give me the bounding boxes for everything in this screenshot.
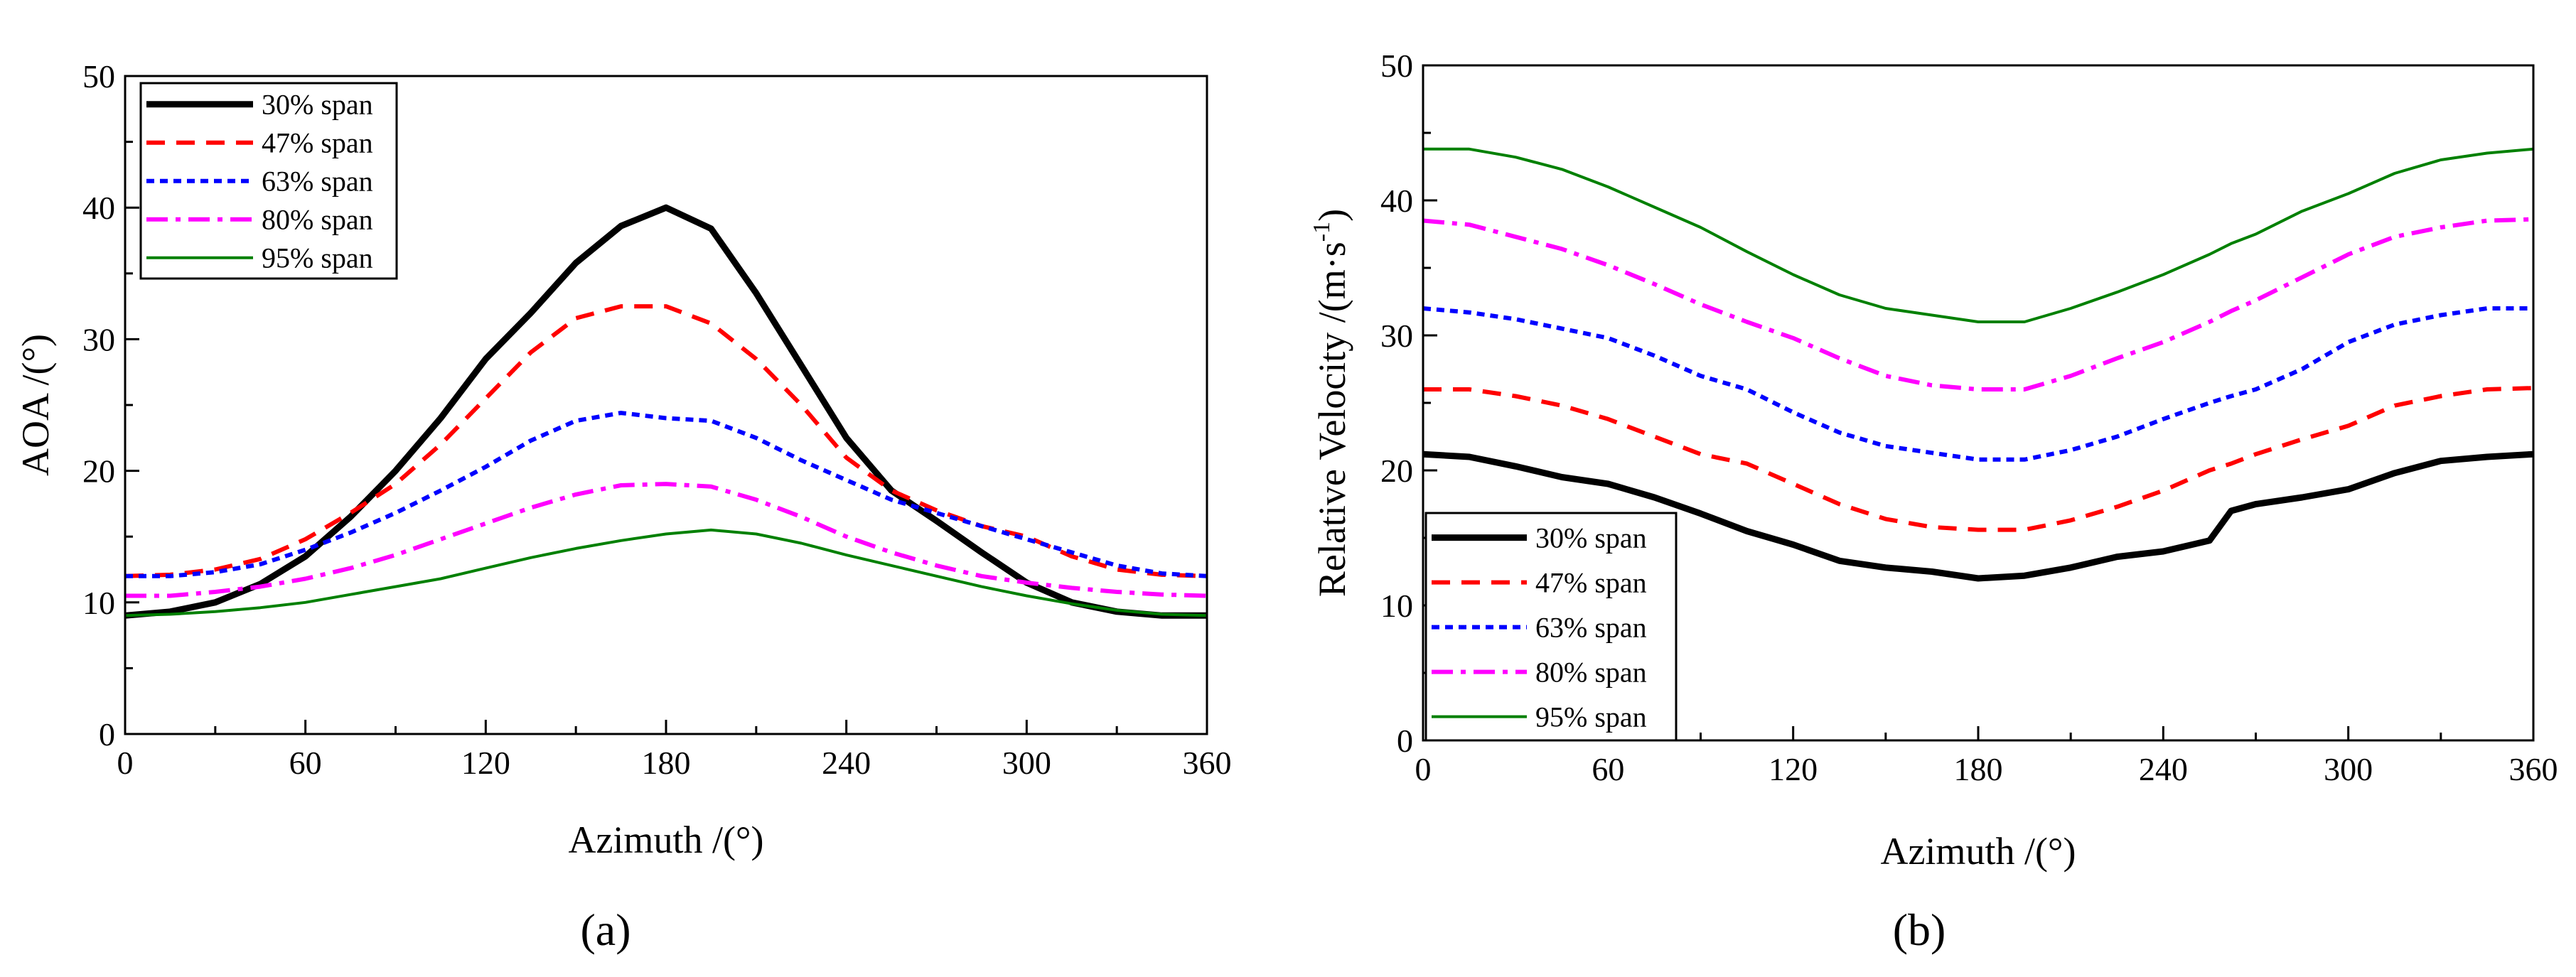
series-line-b-95-span: [1423, 147, 2534, 323]
legend-a: 30% span 47% span 63% span 80% span 95% span: [139, 82, 398, 280]
legend-label-b-1: 47% span: [1535, 567, 1647, 599]
y-axis-title-a: AOA /(°): [14, 334, 57, 476]
y-axis-title-b-sup: -1: [1309, 222, 1335, 242]
y-tick-label-a-50: 50: [82, 58, 115, 95]
y-tick-label-a-20: 20: [82, 453, 115, 490]
legend-box-a: [139, 82, 398, 280]
y-tick-label-b-30: 30: [1380, 318, 1413, 354]
legend-b: 30% span 47% span 63% span 80% span 95% span: [1424, 512, 1678, 742]
y-tick-label-a-10: 10: [82, 585, 115, 621]
y-tick-label-a-0: 0: [99, 716, 115, 752]
series-line-b-47-span: [1423, 386, 2534, 532]
legend-box-b: [1424, 512, 1678, 742]
x-tick-label-a-300: 300: [1002, 745, 1051, 781]
legend-label-b-3: 80% span: [1535, 657, 1647, 689]
series-line-b-63-span: [1422, 306, 2533, 462]
y-tick-label-b-20: 20: [1380, 453, 1413, 489]
x-tick-label-a-120: 120: [461, 745, 510, 781]
series-lines-b: [1422, 147, 2534, 582]
y-tick-label-a-40: 40: [82, 190, 115, 226]
x-tick-label-b-360: 360: [2509, 751, 2558, 787]
x-tick-label-a-60: 60: [289, 745, 322, 781]
x-tick-label-b-120: 120: [1769, 751, 1818, 787]
chart-panel-b: 0 60 120 180 240 300 360 0 10 20 30 40 50 Azimuth /(…: [1309, 48, 2558, 955]
y-tick-label-b-10: 10: [1380, 588, 1413, 624]
series-line-a-80-span: [125, 482, 1208, 598]
x-tick-label-b-60: 60: [1592, 751, 1624, 787]
series-line-a-95-span: [124, 528, 1208, 617]
x-tick-label-a-240: 240: [822, 745, 871, 781]
y-axis-title-b-end: ): [1311, 209, 1353, 222]
x-tick-label-b-0: 0: [1415, 751, 1432, 787]
legend-label-a-3: 80% span: [262, 204, 373, 236]
panel-label-b: (b): [1893, 905, 1946, 955]
panel-label-a: (a): [580, 905, 630, 955]
series-lines-a: [124, 204, 1208, 619]
x-tick-label-b-240: 240: [2139, 751, 2188, 787]
x-tick-label-b-180: 180: [1954, 751, 2003, 787]
x-axis-title-a: Azimuth /(°): [568, 819, 763, 861]
series-line-a-47-span: [124, 304, 1208, 578]
y-axis-title-b: Relative Velocity /(m·s-1): [1309, 209, 1353, 597]
x-tick-label-a-180: 180: [642, 745, 691, 781]
legend-label-a-2: 63% span: [262, 166, 373, 198]
chart-panel-a: 0 60 120 180 240 300 360 0 10 20 30 40 50 Azimuth /(…: [14, 58, 1232, 955]
x-axis-title-b: Azimuth /(°): [1880, 830, 2076, 873]
x-tick-label-a-0: 0: [117, 745, 134, 781]
legend-label-a-1: 47% span: [262, 127, 373, 159]
y-tick-label-b-50: 50: [1380, 48, 1413, 84]
legend-label-b-2: 63% span: [1535, 612, 1647, 644]
y-axis-title-b-main: Relative Velocity /(m·s: [1311, 242, 1353, 597]
series-line-a-63-span: [125, 411, 1208, 578]
y-tick-label-a-30: 30: [82, 321, 115, 357]
legend-label-a-0: 30% span: [262, 89, 373, 121]
series-line-b-30-span: [1422, 450, 2534, 582]
y-tick-label-b-0: 0: [1397, 723, 1413, 759]
legend-label-b-0: 30% span: [1535, 522, 1647, 554]
legend-label-b-4: 95% span: [1535, 701, 1647, 733]
y-tick-label-b-40: 40: [1380, 183, 1413, 219]
series-line-b-80-span: [1422, 217, 2534, 392]
legend-label-a-4: 95% span: [262, 242, 373, 274]
x-tick-label-b-300: 300: [2324, 751, 2373, 787]
x-tick-label-a-360: 360: [1183, 745, 1232, 781]
